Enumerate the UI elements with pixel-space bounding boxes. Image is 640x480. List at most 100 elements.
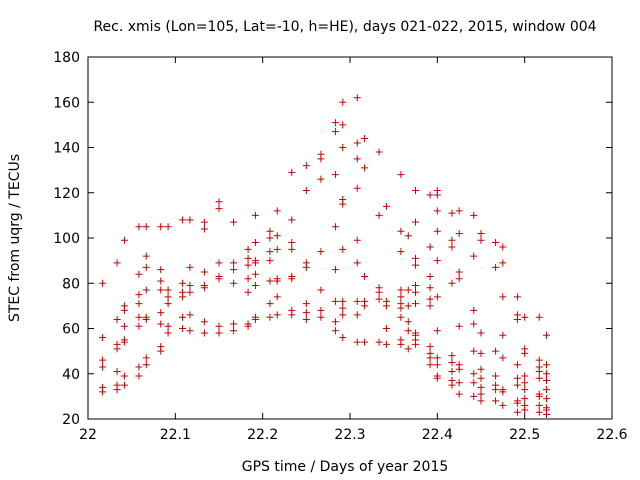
data-point [273, 207, 281, 215]
x-tick-label: 22.5 [509, 427, 540, 443]
data-point [477, 365, 485, 373]
data-point [331, 223, 339, 231]
data-point [397, 227, 405, 235]
data-point [244, 261, 252, 269]
data-point [266, 248, 274, 256]
data-point [543, 370, 550, 378]
data-point [492, 386, 500, 394]
data-point [375, 148, 383, 156]
data-point [353, 139, 361, 147]
data-point [361, 164, 369, 172]
data-point [200, 218, 208, 226]
data-point [513, 399, 521, 407]
data-point [535, 374, 543, 382]
data-point [455, 390, 463, 398]
data-point [339, 334, 347, 342]
data-point [521, 395, 529, 403]
data-point [164, 300, 172, 308]
data-point [164, 329, 172, 337]
data-point [273, 277, 281, 285]
data-point [521, 386, 529, 394]
data-point [543, 386, 550, 394]
data-point [535, 367, 543, 375]
data-point [186, 282, 194, 290]
data-point [99, 388, 107, 396]
data-point [179, 216, 187, 224]
data-point [477, 397, 485, 405]
data-point [157, 309, 165, 317]
data-point [361, 302, 369, 310]
data-point [477, 236, 485, 244]
data-point [361, 134, 369, 142]
data-point [361, 272, 369, 280]
data-point [448, 279, 456, 287]
data-point [142, 315, 150, 323]
data-point [251, 315, 259, 323]
data-point [375, 288, 383, 296]
data-point [499, 388, 507, 396]
data-point [251, 282, 259, 290]
y-tick-label: 40 [62, 367, 80, 383]
data-point [426, 272, 434, 280]
data-point [470, 320, 478, 328]
data-point [426, 343, 434, 351]
data-point [99, 334, 107, 342]
data-point [251, 270, 259, 278]
y-axis-label: STEC from uqrg / TECUs [7, 154, 23, 322]
data-point [186, 216, 194, 224]
data-point [448, 236, 456, 244]
data-point [120, 372, 128, 380]
data-point [470, 392, 478, 400]
data-point [412, 288, 419, 296]
data-point [142, 361, 150, 369]
data-point [215, 259, 223, 267]
data-point [288, 239, 296, 247]
data-point [382, 202, 390, 210]
data-point [200, 329, 208, 337]
y-tick-label: 20 [62, 412, 80, 428]
data-point [448, 358, 456, 366]
data-point [433, 293, 441, 301]
x-tick-label: 22.1 [160, 427, 191, 443]
data-point [135, 372, 143, 380]
y-tick-label: 180 [53, 50, 80, 66]
data-point [543, 331, 550, 339]
data-point [186, 288, 194, 296]
data-point [288, 275, 296, 283]
y-tick-label: 80 [62, 276, 80, 292]
data-point [266, 257, 274, 265]
data-point [426, 295, 434, 303]
data-point [535, 313, 543, 321]
data-point [317, 175, 325, 183]
data-point [412, 254, 419, 262]
data-point [273, 232, 281, 240]
data-point [120, 322, 128, 330]
data-point [353, 184, 361, 192]
data-point [426, 243, 434, 251]
x-tick-label: 22.3 [334, 427, 365, 443]
data-point [521, 372, 529, 380]
data-point [157, 286, 165, 294]
data-point [244, 254, 252, 262]
data-point [288, 311, 296, 319]
data-point [135, 322, 143, 330]
data-point [164, 293, 172, 301]
data-point [230, 279, 238, 287]
data-point [164, 286, 172, 294]
data-point [535, 392, 543, 400]
data-point [200, 284, 208, 292]
data-point [492, 263, 500, 271]
data-point [513, 381, 521, 389]
data-point [244, 322, 252, 330]
data-point [492, 347, 500, 355]
data-point [142, 263, 150, 271]
data-point [513, 315, 521, 323]
data-point [470, 379, 478, 387]
data-point [215, 322, 223, 330]
data-point [113, 315, 121, 323]
data-point [339, 200, 347, 208]
data-point [412, 186, 419, 194]
data-point [382, 340, 390, 348]
data-point [433, 361, 441, 369]
data-point [353, 338, 361, 346]
